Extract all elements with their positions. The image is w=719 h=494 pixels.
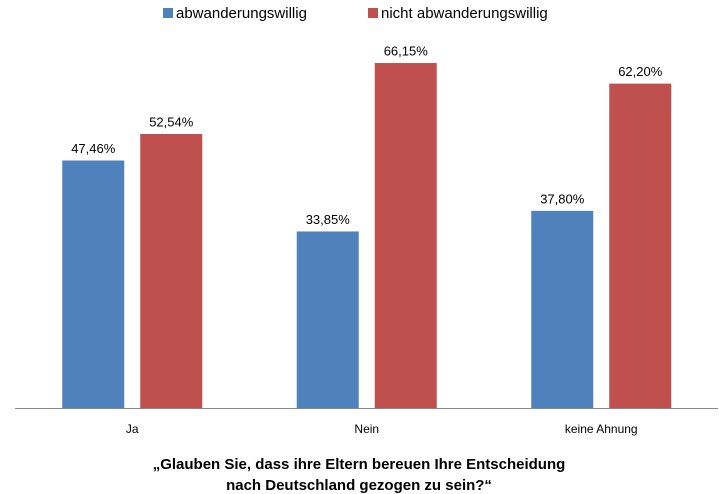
- bar: [296, 231, 359, 408]
- value-label: 66,15%: [384, 43, 429, 58]
- value-label: 47,46%: [71, 141, 116, 156]
- x-tick-label: Ja: [126, 422, 139, 436]
- bar: [531, 210, 594, 408]
- chart-title: nach Deutschland gezogen zu sein?“: [226, 477, 492, 494]
- legend-swatch: [368, 8, 378, 18]
- value-label: 52,54%: [149, 114, 194, 129]
- chart-title: „Glauben Sie, dass ihre Eltern bereuen I…: [153, 456, 566, 473]
- x-tick-label: Nein: [354, 422, 379, 436]
- bar: [140, 134, 203, 408]
- legend-label: abwanderungswillig: [176, 5, 307, 22]
- value-label: 33,85%: [306, 212, 351, 227]
- x-tick-label: keine Ahnung: [565, 422, 638, 436]
- bar: [62, 160, 125, 408]
- legend-label: nicht abwanderungswillig: [381, 5, 548, 22]
- bar: [609, 83, 672, 408]
- value-label: 62,20%: [618, 64, 663, 79]
- legend-swatch: [163, 8, 173, 18]
- value-label: 37,80%: [540, 191, 585, 206]
- bar: [374, 63, 437, 409]
